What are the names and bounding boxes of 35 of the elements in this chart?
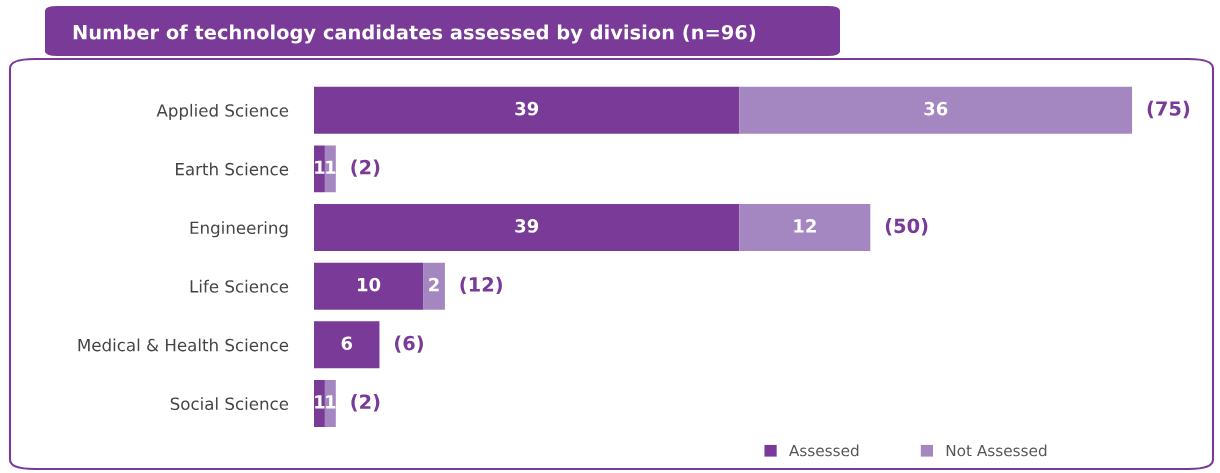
data-label: 39 xyxy=(515,219,539,233)
bar xyxy=(314,262,424,310)
data-label: 1 xyxy=(315,160,325,174)
y-tick-label: Earth Science xyxy=(176,162,289,176)
data-label: 10 xyxy=(358,277,381,292)
bar xyxy=(314,204,740,251)
data-label: 12 xyxy=(794,219,816,233)
legend-label: Not Assessed xyxy=(946,444,1047,457)
y-tick-label: Social Science xyxy=(170,397,289,411)
total-label: (2) xyxy=(351,159,380,177)
total-label: (50) xyxy=(885,218,928,236)
data-label: 2 xyxy=(429,277,439,292)
total-label: (6) xyxy=(395,335,423,353)
y-tick-label: Life Science xyxy=(190,279,289,293)
data-label: 1 xyxy=(326,395,336,409)
data-label: 36 xyxy=(924,101,948,116)
bar xyxy=(314,321,380,369)
data-label: 6 xyxy=(341,336,353,351)
bar xyxy=(314,380,325,427)
bar xyxy=(739,86,1133,134)
data-label: 1 xyxy=(315,395,325,409)
y-tick-label: Applied Science xyxy=(156,103,289,121)
data-label: 1 xyxy=(326,160,336,174)
bar xyxy=(324,380,336,427)
legend-label: Assessed xyxy=(789,444,859,457)
data-label: 39 xyxy=(515,101,539,116)
chart-title: Number of technology candidates assessed by division (n=96) xyxy=(73,24,756,44)
bar xyxy=(314,86,740,134)
y-tick-label: Medical & Health Science xyxy=(78,338,289,352)
bar xyxy=(739,204,871,251)
total-label: (12) xyxy=(460,276,502,295)
y-tick-label: Engineering xyxy=(190,221,288,238)
bar xyxy=(423,262,445,310)
total-label: (75) xyxy=(1147,100,1190,119)
total-label: (2) xyxy=(351,394,380,412)
